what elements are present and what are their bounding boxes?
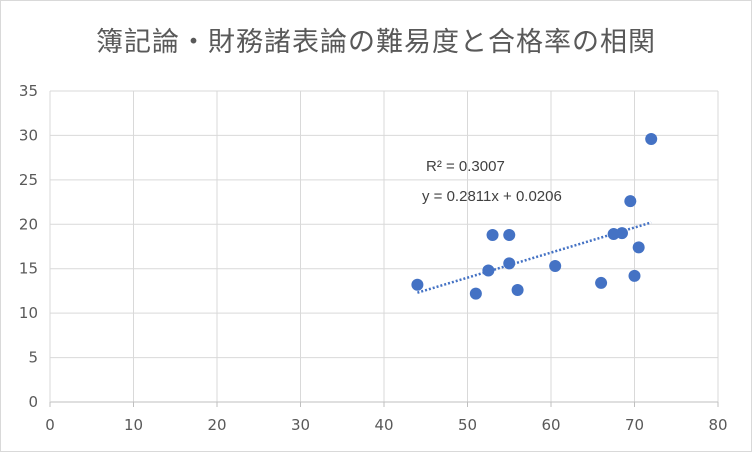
y-tick-label: 25 bbox=[19, 171, 38, 189]
y-tick-label: 20 bbox=[19, 215, 38, 233]
data-point bbox=[503, 228, 516, 241]
data-point bbox=[615, 227, 628, 240]
x-tick-label: 40 bbox=[374, 416, 393, 434]
x-tick-label: 0 bbox=[45, 416, 55, 434]
x-tick-label: 70 bbox=[625, 416, 644, 434]
trendline bbox=[417, 221, 652, 294]
data-point bbox=[469, 287, 482, 300]
chart-title: 簿記論・財務諸表論の難易度と合格率の相関 bbox=[96, 27, 656, 58]
data-point bbox=[628, 269, 641, 282]
y-tick-label: 0 bbox=[28, 393, 38, 411]
data-point bbox=[411, 278, 424, 291]
x-tick-label: 50 bbox=[458, 416, 477, 434]
x-tick-label: 80 bbox=[708, 416, 727, 434]
trendline-layer bbox=[417, 221, 652, 294]
y-tick-label: 35 bbox=[19, 82, 38, 100]
x-tick-label: 10 bbox=[124, 416, 143, 434]
y-tick-label: 15 bbox=[19, 260, 38, 278]
y-tick-label: 10 bbox=[19, 304, 38, 322]
data-points bbox=[411, 132, 658, 300]
data-point bbox=[511, 284, 524, 297]
axes bbox=[49, 91, 719, 407]
r-squared-label: R² = 0.3007 bbox=[426, 158, 505, 175]
data-point bbox=[645, 132, 658, 145]
data-point bbox=[595, 276, 608, 289]
data-point bbox=[549, 260, 562, 273]
data-point bbox=[486, 228, 499, 241]
gridlines bbox=[50, 90, 719, 402]
y-tick-label: 30 bbox=[19, 126, 38, 144]
trendline-equation: y = 0.2811x + 0.0206 bbox=[422, 188, 562, 205]
x-tick-label: 30 bbox=[291, 416, 310, 434]
data-point bbox=[482, 264, 495, 277]
data-point bbox=[503, 257, 516, 270]
x-tick-label: 60 bbox=[541, 416, 560, 434]
y-tick-label: 5 bbox=[28, 349, 38, 367]
x-tick-label: 20 bbox=[207, 416, 226, 434]
tick-labels: 0 5 10 15 20 25 30 35 0 10 20 30 40 50 60 70 80 bbox=[19, 82, 728, 434]
data-point bbox=[632, 241, 645, 254]
data-point bbox=[624, 195, 637, 208]
